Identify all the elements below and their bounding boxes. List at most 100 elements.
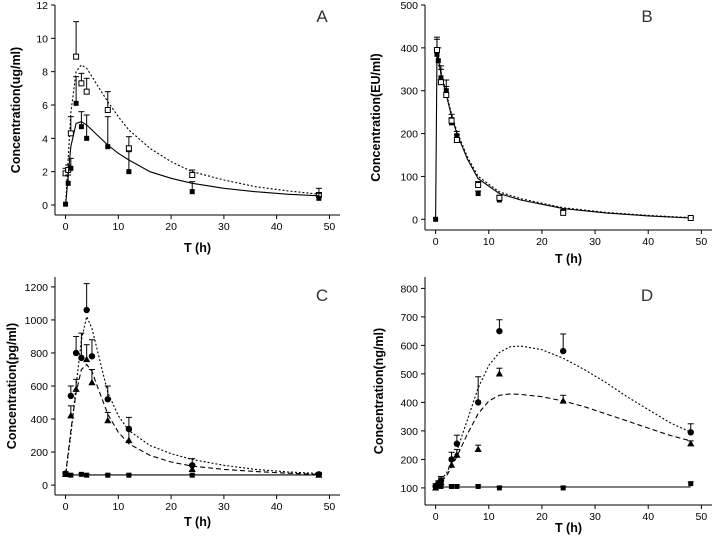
x-tick-label: 50 xyxy=(324,221,336,233)
data-point xyxy=(316,471,322,477)
data-point xyxy=(475,182,482,188)
data-point xyxy=(448,117,455,124)
x-tick-label: 10 xyxy=(483,236,495,248)
y-tick-label: 100 xyxy=(400,171,418,183)
data-point xyxy=(88,353,96,360)
data-point xyxy=(104,416,112,424)
y-tick-label: 400 xyxy=(400,43,418,55)
x-tick-label: 0 xyxy=(433,236,439,248)
series-line xyxy=(435,52,691,220)
data-point xyxy=(189,472,195,478)
x-tick-label: 40 xyxy=(271,221,283,233)
data-point xyxy=(73,100,79,106)
data-point xyxy=(67,411,75,419)
x-axis-label: T (h) xyxy=(184,515,211,529)
y-tick-label: 2 xyxy=(42,167,48,179)
data-point xyxy=(67,130,74,137)
x-tick-label: 50 xyxy=(696,236,708,248)
x-tick-label: 30 xyxy=(218,221,230,233)
x-tick-label: 20 xyxy=(536,511,548,523)
series-line xyxy=(65,64,319,206)
x-tick-label: 10 xyxy=(112,221,124,233)
y-tick-label: 600 xyxy=(30,381,48,393)
data-point xyxy=(65,180,71,186)
data-point xyxy=(104,107,111,113)
data-point xyxy=(453,137,460,143)
x-tick-label: 10 xyxy=(112,501,124,513)
data-point xyxy=(73,53,80,60)
y-tick-label: 200 xyxy=(400,454,418,466)
y-tick-label: 200 xyxy=(400,129,418,141)
y-tick-label: 500 xyxy=(400,0,418,12)
y-tick-label: 6 xyxy=(42,100,48,112)
data-point xyxy=(474,399,482,406)
x-tick-label: 40 xyxy=(271,501,283,513)
data-point xyxy=(496,194,503,201)
data-point xyxy=(189,189,195,195)
y-tick-label: 500 xyxy=(400,369,418,381)
x-tick-label: 20 xyxy=(165,501,177,513)
data-point xyxy=(559,347,567,355)
y-tick-label: 800 xyxy=(30,348,48,360)
x-tick-label: 30 xyxy=(589,511,601,523)
data-point xyxy=(435,58,441,64)
y-tick-label: 0 xyxy=(42,200,48,212)
data-point xyxy=(433,216,439,222)
data-point xyxy=(105,472,111,478)
y-axis-label: Concentration(ng/ml) xyxy=(372,328,386,454)
x-axis-label: T (h) xyxy=(555,521,582,535)
series-line xyxy=(65,121,319,206)
x-axis-label: T (h) xyxy=(184,241,211,255)
data-point xyxy=(78,354,85,362)
data-point xyxy=(437,79,444,86)
y-tick-label: 4 xyxy=(42,133,48,145)
data-point xyxy=(63,201,69,207)
data-point xyxy=(449,483,455,489)
data-point xyxy=(475,191,481,197)
chart-panel-d: 0 10 20 30 40 50 100 200 300 400 500 600 700 800 T (h)… xyxy=(372,277,712,535)
data-point xyxy=(687,429,694,436)
panel-letter: B xyxy=(641,7,652,26)
y-axis-label: Concentration(ug/ml) xyxy=(9,47,23,173)
y-tick-label: 10 xyxy=(36,33,48,45)
series-line xyxy=(435,345,691,486)
y-tick-label: 300 xyxy=(400,426,418,438)
data-point xyxy=(453,451,461,458)
data-point xyxy=(434,51,440,57)
data-point xyxy=(687,439,695,447)
data-point xyxy=(495,370,504,377)
data-point xyxy=(105,144,111,150)
data-point xyxy=(126,472,132,478)
data-point xyxy=(68,472,74,478)
x-tick-label: 10 xyxy=(483,511,495,523)
data-point xyxy=(496,327,503,335)
data-point xyxy=(560,485,566,491)
data-point xyxy=(84,472,90,478)
y-tick-label: 400 xyxy=(400,397,418,409)
y-axis-label: Concentration(EU/ml) xyxy=(369,53,383,181)
data-point xyxy=(72,385,80,392)
x-tick-label: 20 xyxy=(165,221,177,233)
data-point xyxy=(559,397,567,404)
y-tick-label: 800 xyxy=(400,283,418,295)
data-point xyxy=(78,124,84,130)
data-point xyxy=(125,436,133,444)
series-line xyxy=(435,393,691,487)
data-point xyxy=(560,209,567,216)
data-point xyxy=(63,471,69,477)
x-tick-label: 20 xyxy=(536,236,548,248)
panel-letter: C xyxy=(316,286,328,305)
chart-panel-a: 0 10 20 30 40 50 0 2 4 6 8 10 12 T (h) Concentration(u… xyxy=(9,0,340,255)
data-point xyxy=(67,392,75,400)
x-tick-label: 30 xyxy=(589,236,601,248)
data-point xyxy=(83,88,90,95)
data-point xyxy=(88,378,96,386)
data-point xyxy=(475,483,481,489)
y-tick-label: 600 xyxy=(400,340,418,352)
data-point xyxy=(433,485,439,491)
data-point xyxy=(68,165,74,171)
series-line xyxy=(436,48,691,219)
y-tick-label: 0 xyxy=(42,480,48,492)
